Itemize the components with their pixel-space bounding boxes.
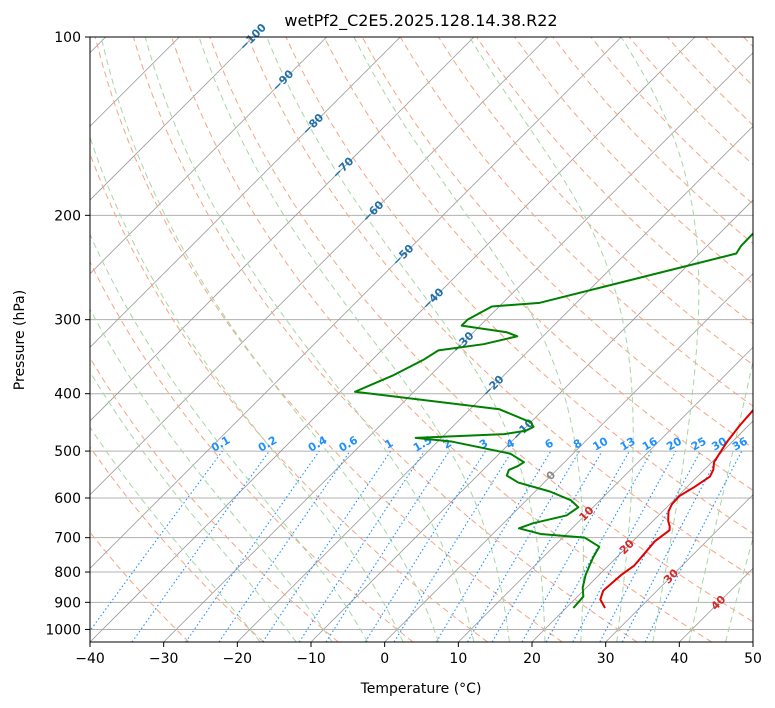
skewed-isotherm <box>90 37 401 348</box>
mixing-ratio-line <box>218 450 351 642</box>
moist-adiabat <box>144 37 475 642</box>
dry-adiabat <box>247 37 753 578</box>
x-tick-label: 50 <box>744 651 762 667</box>
x-tick-label: 40 <box>670 651 688 667</box>
moist-adiabat <box>90 233 369 642</box>
temperature-profile-line <box>599 408 753 609</box>
y-tick-label: 300 <box>54 313 81 329</box>
y-tick-label: 800 <box>54 565 81 581</box>
mixing-ratio-line <box>572 450 677 642</box>
y-tick-label: 100 <box>54 30 81 46</box>
y-tick-label: 200 <box>54 208 81 224</box>
background-lines <box>90 37 753 642</box>
dry-adiabat <box>90 260 414 642</box>
moist-adiabat <box>100 37 439 642</box>
skewed-isotherm <box>90 37 548 496</box>
mixing-ratio-line <box>393 450 513 642</box>
mixing-ratio-line <box>298 450 425 642</box>
x-axis-title: Temperature (°C) <box>360 681 482 697</box>
profile-lines <box>353 232 753 609</box>
dry-adiabat <box>132 37 638 642</box>
skewed-isotherm <box>531 420 753 642</box>
x-tick-label: −30 <box>149 651 179 667</box>
mixing-ratio-line <box>185 450 320 642</box>
y-tick-label: 400 <box>54 387 81 403</box>
x-tick-label: −20 <box>223 651 253 667</box>
mixing-ratio-line <box>131 450 270 642</box>
mixing-ratio-line <box>644 450 743 642</box>
y-axis-title: Pressure (hPa) <box>12 290 28 390</box>
skewed-isotherm <box>163 52 753 642</box>
skewed-isotherm <box>90 37 696 642</box>
mixing-ratio-line <box>325 450 450 642</box>
x-tick-label: −40 <box>75 651 105 667</box>
moist-adiabat <box>90 370 297 642</box>
dry-adiabat <box>90 446 264 642</box>
moist-adiabat <box>620 37 700 642</box>
dry-adiabat <box>476 37 753 325</box>
mixing-ratio-line <box>90 450 223 632</box>
skewed-isotherm <box>605 494 753 642</box>
dry-adiabat <box>209 37 753 623</box>
moist-adiabat <box>353 37 584 642</box>
dry-adiabat <box>90 356 339 642</box>
dry-adiabat <box>323 37 753 491</box>
x-tick-label: 0 <box>380 651 389 667</box>
dry-adiabat <box>285 37 753 535</box>
skewed-isotherm <box>237 125 753 642</box>
mixing-ratio-line <box>545 450 653 642</box>
skewed-isotherm <box>90 37 327 275</box>
moist-adiabat <box>688 358 753 642</box>
y-tick-label: 900 <box>54 595 81 611</box>
plot-frame <box>89 36 754 643</box>
dewpoint-profile-line <box>353 232 753 609</box>
dry-adiabat <box>171 37 713 642</box>
x-tick-label: 30 <box>597 651 615 667</box>
dry-adiabat <box>94 37 563 642</box>
mixing-ratio-line <box>521 450 630 642</box>
x-tick-label: −10 <box>296 651 326 667</box>
dry-adiabat <box>514 37 753 285</box>
x-tick-label: 20 <box>523 651 541 667</box>
skewed-isotherm <box>90 37 254 201</box>
moist-adiabat <box>725 536 753 642</box>
y-axis-ticks: 100 200 300 400 500 600 700 800 900 1000 <box>45 30 90 638</box>
y-tick-label: 1000 <box>45 622 81 638</box>
moist-adiabat <box>198 37 510 642</box>
y-tick-label: 600 <box>54 491 81 507</box>
skewed-isotherm <box>458 346 753 642</box>
y-tick-label: 500 <box>54 444 81 460</box>
moist-adiabat <box>90 135 404 642</box>
moist-adiabat <box>90 426 261 642</box>
chart-title: wetPf2_C2E5.2025.128.14.38.R22 <box>284 11 557 31</box>
moist-adiabat <box>90 308 333 642</box>
moist-adiabat <box>266 37 546 642</box>
y-tick-label: 700 <box>54 531 81 547</box>
mixing-ratio-line <box>262 450 392 642</box>
x-axis-ticks: −40 −30 −20 −10 0 10 20 30 40 50 <box>75 642 762 667</box>
skewed-isotherm <box>384 273 753 642</box>
skewed-isotherm <box>90 37 475 422</box>
x-tick-label: 10 <box>449 651 467 667</box>
skewed-isotherm <box>90 37 622 569</box>
